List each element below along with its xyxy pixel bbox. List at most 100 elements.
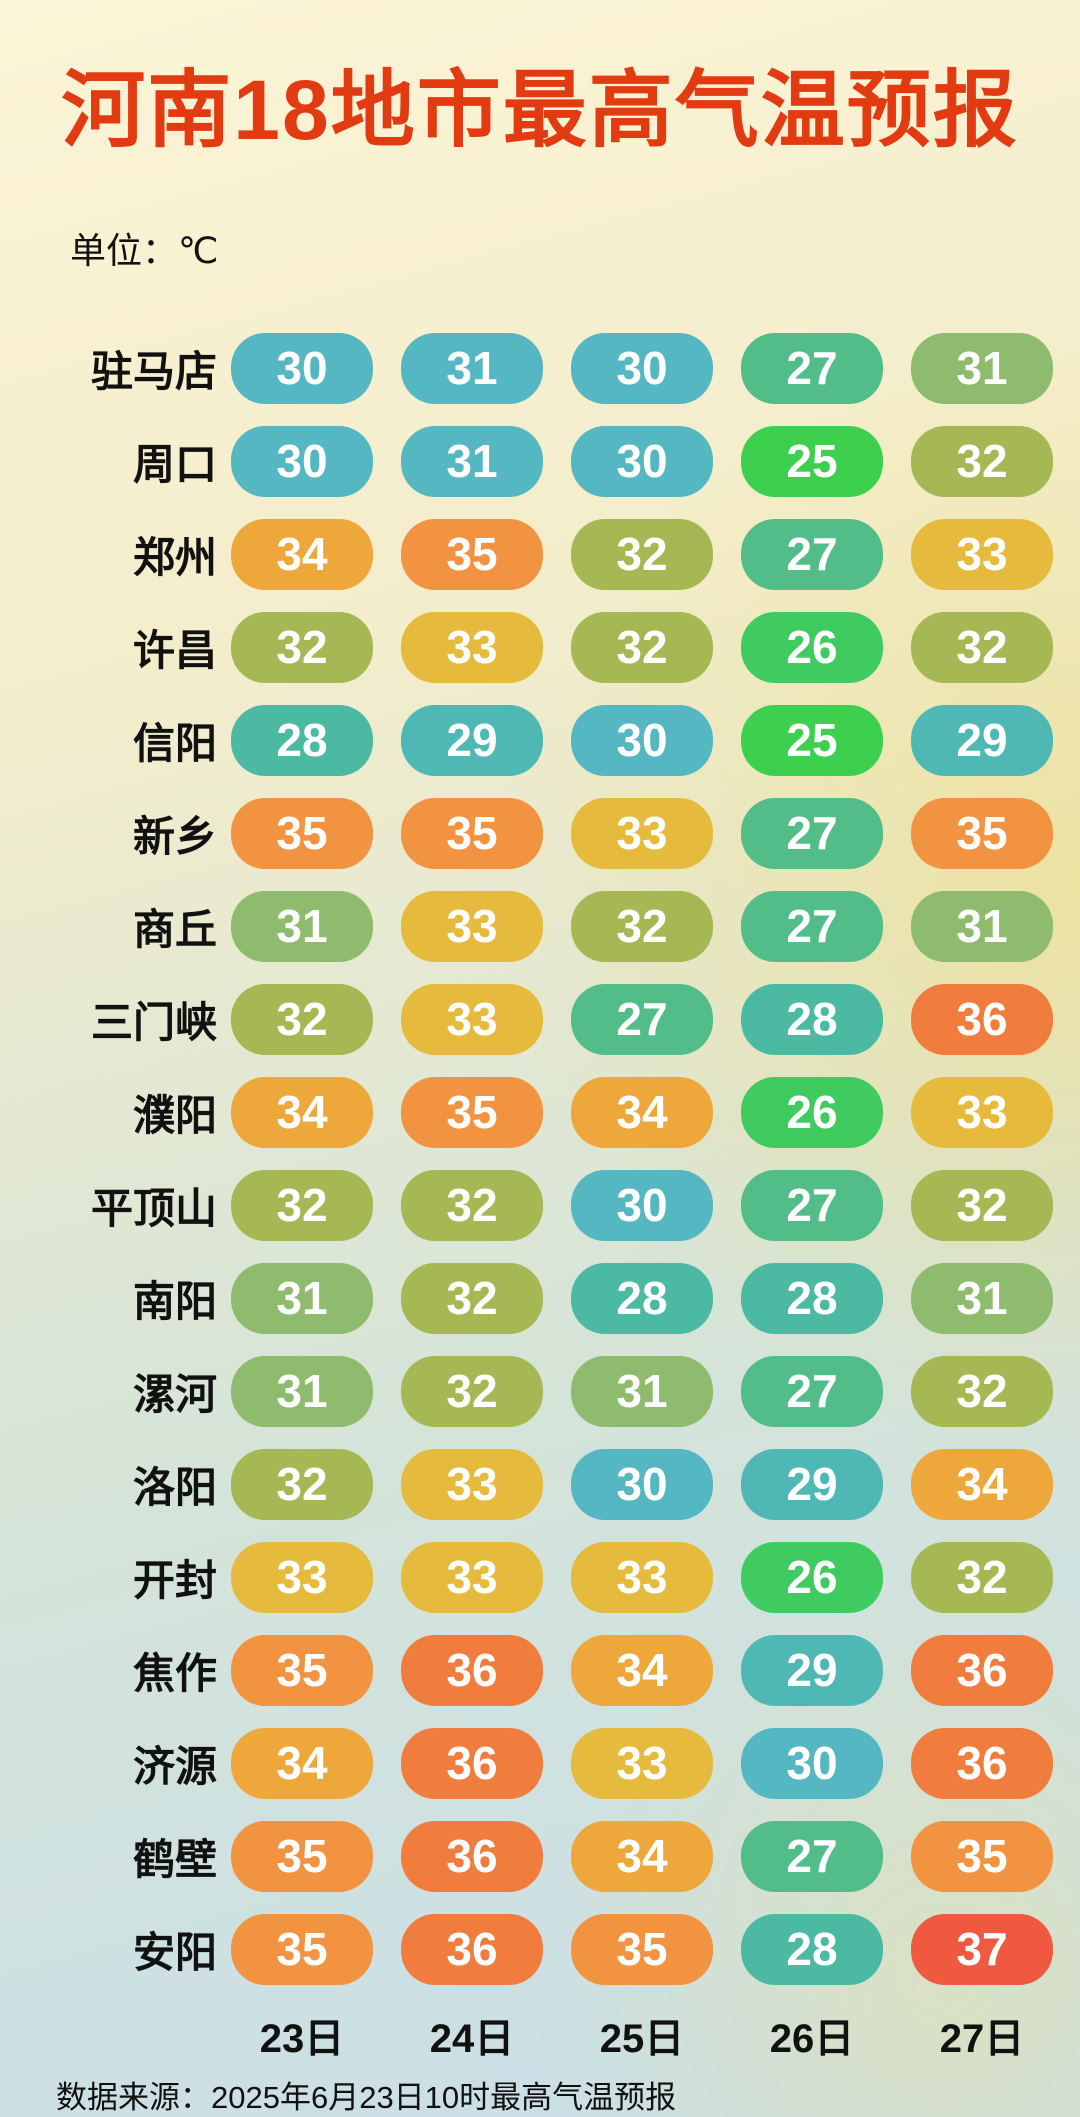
city-label: 新乡 xyxy=(132,812,217,860)
temperature-pill: 28 xyxy=(741,983,883,1055)
temperature-pill: 30 xyxy=(571,704,713,776)
date-label: 26日 xyxy=(769,2016,855,2061)
temperature-pills: 30 31 30 27 31 xyxy=(231,332,1053,404)
temperature-pills: 28 29 30 25 29 xyxy=(231,704,1053,776)
table-row: 济源 34 36 33 30 36 xyxy=(0,1717,1080,1810)
table-row: 许昌 32 33 32 26 32 xyxy=(0,601,1080,694)
city-label: 安阳 xyxy=(132,1928,217,1976)
temperature-pill: 32 xyxy=(401,1169,543,1241)
date-label: 23日 xyxy=(259,2016,345,2061)
temperature-pill: 35 xyxy=(231,1913,373,1985)
temperature-table: 驻马店 30 31 30 27 31 周口 30 31 30 25 32 郑州 34 35 32 27 33 许昌 3… xyxy=(0,322,1080,1996)
temperature-pill: 36 xyxy=(911,1727,1053,1799)
temperature-pills: 35 36 35 28 37 xyxy=(231,1913,1053,1985)
temperature-pill: 28 xyxy=(741,1913,883,1985)
temperature-pill: 33 xyxy=(401,1541,543,1613)
temperature-pill: 36 xyxy=(401,1727,543,1799)
temperature-pill: 29 xyxy=(741,1634,883,1706)
temperature-pill: 30 xyxy=(571,1448,713,1520)
city-label: 许昌 xyxy=(132,626,217,674)
temperature-pill: 33 xyxy=(911,1076,1053,1148)
table-row: 郑州 34 35 32 27 33 xyxy=(0,508,1080,601)
table-row: 周口 30 31 30 25 32 xyxy=(0,415,1080,508)
temperature-pills: 31 32 28 28 31 xyxy=(231,1262,1053,1334)
temperature-pill: 30 xyxy=(741,1727,883,1799)
temperature-pill: 33 xyxy=(401,1448,543,1520)
temperature-pill: 33 xyxy=(401,890,543,962)
temperature-pill: 32 xyxy=(911,1355,1053,1427)
temperature-pill: 27 xyxy=(741,797,883,869)
temperature-pill: 35 xyxy=(401,797,543,869)
temperature-pill: 31 xyxy=(231,1262,373,1334)
temperature-pills: 32 33 30 29 34 xyxy=(231,1448,1053,1520)
temperature-pill: 33 xyxy=(571,1727,713,1799)
temperature-pill: 33 xyxy=(911,518,1053,590)
city-label: 济源 xyxy=(132,1742,217,1790)
city-label: 鹤壁 xyxy=(132,1835,217,1883)
temperature-pill: 30 xyxy=(571,1169,713,1241)
temperature-pills: 30 31 30 25 32 xyxy=(231,425,1053,497)
temperature-pill: 28 xyxy=(571,1262,713,1334)
temperature-pills: 31 32 31 27 32 xyxy=(231,1355,1053,1427)
temperature-pill: 32 xyxy=(571,611,713,683)
temperature-pill: 34 xyxy=(231,1076,373,1148)
temperature-pill: 34 xyxy=(231,518,373,590)
temperature-pill: 30 xyxy=(571,425,713,497)
table-row: 安阳 35 36 35 28 37 xyxy=(0,1903,1080,1996)
temperature-pill: 35 xyxy=(401,1076,543,1148)
temperature-pill: 32 xyxy=(571,890,713,962)
temperature-pills: 34 35 34 26 33 xyxy=(231,1076,1053,1148)
temperature-pills: 32 32 30 27 32 xyxy=(231,1169,1053,1241)
table-row: 漯河 31 32 31 27 32 xyxy=(0,1345,1080,1438)
data-source-label: 数据来源：2025年6月23日10时最高气温预报 xyxy=(56,2079,677,2115)
table-row: 南阳 31 32 28 28 31 xyxy=(0,1252,1080,1345)
table-row: 商丘 31 33 32 27 31 xyxy=(0,880,1080,973)
temperature-pill: 36 xyxy=(401,1913,543,1985)
temperature-pill: 36 xyxy=(911,1634,1053,1706)
temperature-pills: 31 33 32 27 31 xyxy=(231,890,1053,962)
temperature-pill: 29 xyxy=(741,1448,883,1520)
date-header-row: 23日 24日 25日 26日 27日 xyxy=(0,1996,1080,2074)
temperature-pill: 27 xyxy=(741,332,883,404)
city-label: 焦作 xyxy=(132,1649,217,1697)
temperature-pill: 32 xyxy=(911,425,1053,497)
temperature-pills: 35 36 34 29 36 xyxy=(231,1634,1053,1706)
temperature-pill: 36 xyxy=(911,983,1053,1055)
city-label: 开封 xyxy=(132,1556,217,1604)
temperature-pill: 26 xyxy=(741,1541,883,1613)
temperature-pill: 32 xyxy=(231,1169,373,1241)
temperature-pill: 30 xyxy=(571,332,713,404)
temperature-pills: 33 33 33 26 32 xyxy=(231,1541,1053,1613)
city-label: 信阳 xyxy=(132,719,217,767)
temperature-pill: 32 xyxy=(911,611,1053,683)
temperature-pill: 34 xyxy=(231,1727,373,1799)
temperature-pill: 34 xyxy=(911,1448,1053,1520)
temperature-pill: 25 xyxy=(741,704,883,776)
temperature-pills: 32 33 27 28 36 xyxy=(231,983,1053,1055)
temperature-pill: 34 xyxy=(571,1076,713,1148)
table-row: 驻马店 30 31 30 27 31 xyxy=(0,322,1080,415)
temperature-pill: 25 xyxy=(741,425,883,497)
date-label: 27日 xyxy=(939,2016,1025,2061)
table-row: 焦作 35 36 34 29 36 xyxy=(0,1624,1080,1717)
temperature-pill: 32 xyxy=(911,1541,1053,1613)
temperature-pill: 33 xyxy=(571,797,713,869)
temperature-pill: 32 xyxy=(231,983,373,1055)
temperature-pill: 32 xyxy=(571,518,713,590)
table-row: 洛阳 32 33 30 29 34 xyxy=(0,1438,1080,1531)
temperature-pill: 31 xyxy=(571,1355,713,1427)
temperature-pill: 29 xyxy=(401,704,543,776)
city-label: 三门峡 xyxy=(90,998,217,1046)
temperature-pill: 35 xyxy=(231,1634,373,1706)
temperature-pill: 27 xyxy=(741,1169,883,1241)
temperature-pill: 28 xyxy=(741,1262,883,1334)
temperature-pill: 30 xyxy=(231,425,373,497)
temperature-pill: 33 xyxy=(571,1541,713,1613)
city-label: 周口 xyxy=(132,440,217,488)
temperature-pill: 31 xyxy=(231,1355,373,1427)
table-row: 鹤壁 35 36 34 27 35 xyxy=(0,1810,1080,1903)
temperature-pill: 35 xyxy=(231,1820,373,1892)
date-cells: 23日 24日 25日 26日 27日 xyxy=(231,2006,1053,2064)
temperature-pill: 27 xyxy=(741,1355,883,1427)
